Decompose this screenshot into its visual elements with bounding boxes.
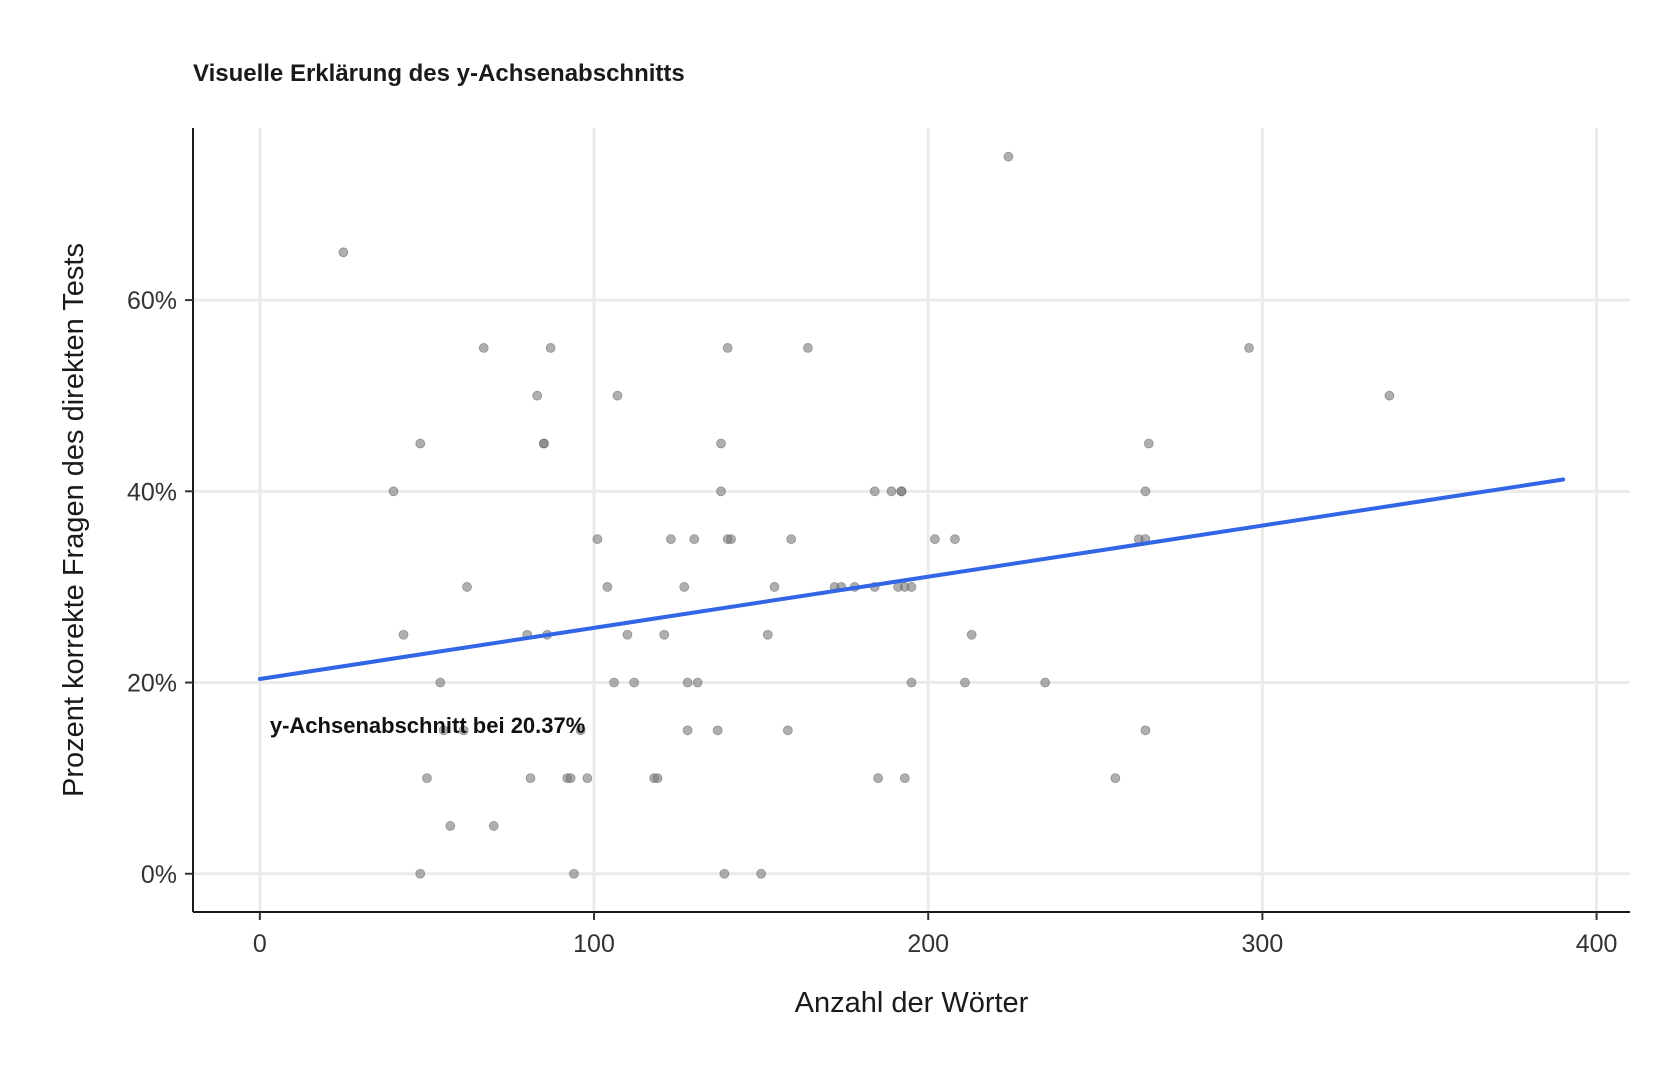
data-point (929, 534, 940, 545)
data-point (415, 438, 426, 449)
x-axis-title: Anzahl der Wörter (795, 987, 1029, 1019)
data-point (569, 868, 579, 879)
data-point (398, 629, 409, 640)
x-tick-label: 300 (1242, 930, 1284, 958)
regression-layer (257, 477, 1566, 681)
data-point (602, 582, 613, 592)
data-point (532, 390, 543, 401)
data-point (659, 629, 670, 640)
data-point (1244, 343, 1254, 353)
data-point (1143, 438, 1154, 449)
data-point (545, 343, 556, 353)
data-point (435, 677, 446, 688)
chart-title: Visuelle Erklärung des y-Achsenabschnitt… (193, 60, 685, 87)
data-point (565, 773, 576, 784)
data-point (769, 582, 780, 592)
data-point (575, 725, 586, 736)
data-point (478, 343, 489, 353)
data-point (1140, 486, 1151, 497)
data-point (652, 773, 663, 784)
intercept-annotation: y-Achsenabschnitt bei 20.37% (270, 713, 585, 738)
data-point (1110, 773, 1121, 784)
data-point (712, 725, 723, 736)
data-point (692, 677, 703, 688)
data-point (726, 534, 736, 545)
data-point (960, 677, 970, 688)
data-point (950, 534, 960, 545)
x-tick-label: 0 (253, 930, 267, 958)
data-point (665, 534, 676, 545)
tick-layer: 0 100 200 300 400 0% 20% 40% 60% (127, 287, 1617, 958)
data-point (622, 629, 633, 640)
data-point (629, 677, 640, 688)
data-point (873, 773, 883, 784)
data-point (1140, 725, 1151, 736)
data-point (462, 582, 472, 592)
data-point (899, 773, 910, 784)
y-tick-label: 0% (141, 861, 177, 889)
data-point (422, 773, 432, 784)
data-point (458, 725, 469, 736)
data-point (612, 390, 623, 401)
y-axis-title: Prozent korrekte Fragen des direkten Tes… (58, 243, 90, 797)
data-point (756, 868, 767, 879)
data-point (609, 677, 619, 688)
data-point (689, 534, 700, 545)
data-point (338, 247, 349, 258)
y-tick-label: 20% (127, 670, 177, 698)
data-point (415, 868, 426, 879)
annotation-layer: y-Achsenabschnitt bei 20.37% (270, 713, 585, 738)
data-point (803, 343, 813, 353)
data-point (488, 821, 499, 831)
x-tick-label: 400 (1576, 930, 1618, 958)
y-tick-label: 60% (127, 287, 177, 315)
point-layer (338, 151, 1395, 879)
data-point (762, 629, 773, 640)
data-point (722, 343, 733, 353)
data-point (592, 534, 603, 545)
grid-layer (193, 128, 1630, 912)
data-point (716, 486, 726, 497)
data-point (886, 486, 897, 497)
data-point (896, 486, 907, 497)
data-point (786, 534, 797, 545)
data-point (906, 582, 917, 592)
data-point (1040, 677, 1051, 688)
data-point (445, 821, 456, 831)
data-point (716, 438, 726, 449)
axis-layer (192, 128, 1630, 913)
data-point (582, 773, 593, 784)
data-point (1384, 390, 1395, 401)
x-tick-label: 100 (573, 930, 615, 958)
data-point (438, 725, 449, 736)
data-point (682, 677, 693, 688)
data-point (782, 725, 793, 736)
data-point (1003, 151, 1014, 162)
y-tick-label: 40% (127, 478, 177, 506)
data-point (679, 582, 690, 592)
data-point (966, 629, 977, 640)
data-point (719, 868, 730, 879)
x-tick-label: 200 (907, 930, 949, 958)
data-point (525, 773, 536, 784)
data-point (682, 725, 693, 736)
data-point (906, 677, 917, 688)
data-point (388, 486, 399, 497)
data-point (538, 438, 549, 449)
regression-line (257, 477, 1566, 681)
data-point (869, 486, 880, 497)
